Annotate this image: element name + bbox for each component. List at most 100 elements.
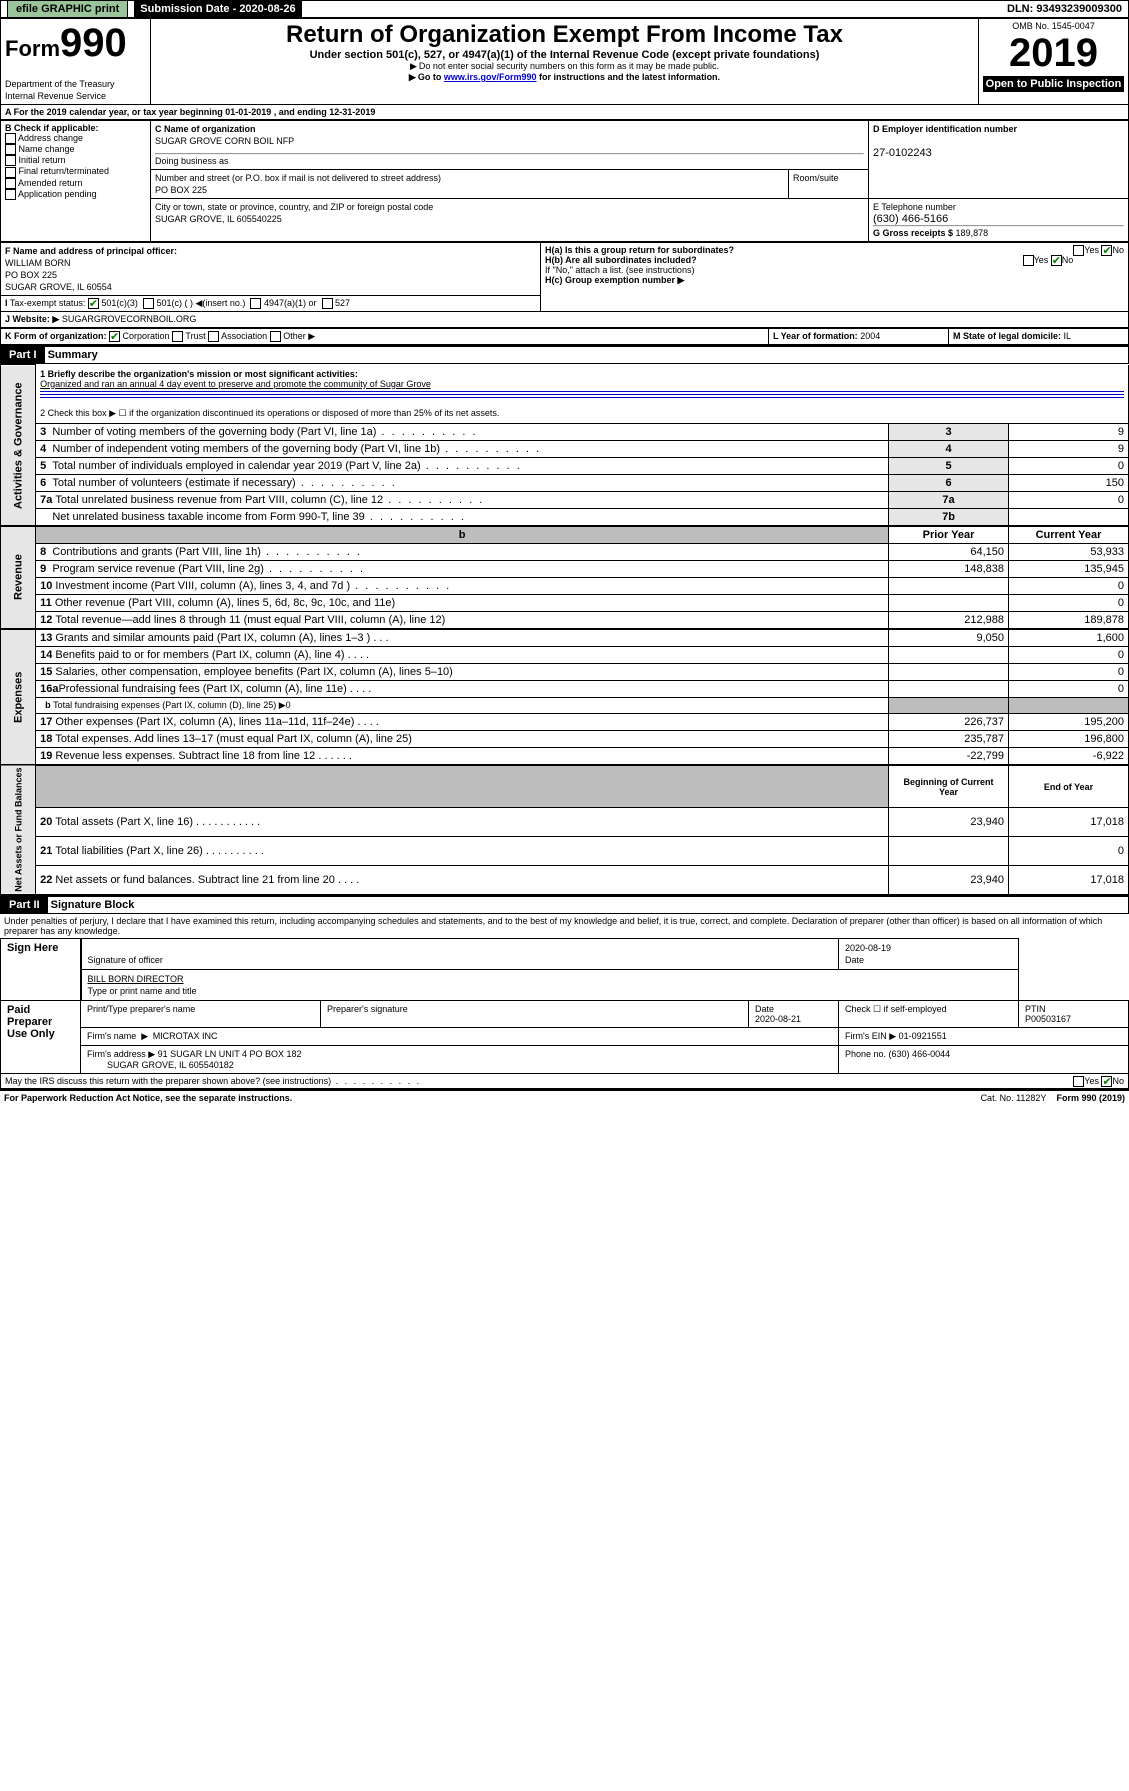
j-label: Website: ▶ bbox=[13, 314, 60, 324]
note-ssn: Do not enter social security numbers on … bbox=[419, 61, 719, 71]
cb-assoc[interactable] bbox=[208, 331, 219, 342]
discuss-yes[interactable] bbox=[1073, 1076, 1084, 1087]
cb-other[interactable] bbox=[270, 331, 281, 342]
hb-yes[interactable] bbox=[1023, 255, 1034, 266]
row3-val: 9 bbox=[1009, 423, 1129, 440]
cb-501c3[interactable] bbox=[88, 298, 99, 309]
row6-text: Total number of volunteers (estimate if … bbox=[52, 477, 396, 489]
typed-name: BILL BORN DIRECTOR bbox=[88, 974, 184, 984]
m-label: M State of legal domicile: bbox=[953, 331, 1064, 341]
cb-application-pending[interactable] bbox=[5, 189, 16, 200]
omb-number: OMB No. 1545-0047 bbox=[983, 21, 1124, 31]
efile-button[interactable]: efile GRAPHIC print bbox=[7, 0, 128, 18]
note-goto-pre: Go to bbox=[418, 72, 444, 82]
note-goto-post: for instructions and the latest informat… bbox=[537, 72, 721, 82]
hb-no[interactable] bbox=[1051, 255, 1062, 266]
typed-label: Type or print name and title bbox=[88, 986, 197, 996]
tax-year-line: A For the 2019 calendar year, or tax yea… bbox=[0, 105, 1129, 120]
b-label: B Check if applicable: bbox=[5, 123, 99, 133]
cb-name-change[interactable] bbox=[5, 144, 16, 155]
hdr-eoy: End of Year bbox=[1009, 765, 1129, 808]
cb-corp[interactable] bbox=[109, 331, 120, 342]
officer-addr1: PO BOX 225 bbox=[5, 270, 57, 280]
cb-amended[interactable] bbox=[5, 178, 16, 189]
m-value: IL bbox=[1064, 331, 1072, 341]
discuss-text: May the IRS discuss this return with the… bbox=[5, 1076, 421, 1086]
ptin-value: P00503167 bbox=[1025, 1014, 1071, 1024]
l-label: L Year of formation: bbox=[773, 331, 860, 341]
officer-name: WILLIAM BORN bbox=[5, 258, 71, 268]
form-footer: Form 990 (2019) bbox=[1056, 1093, 1125, 1103]
hc-label: H(c) Group exemption number ▶ bbox=[545, 275, 1124, 286]
sig-date-label: Date bbox=[845, 955, 864, 965]
city-value: SUGAR GROVE, IL 605540225 bbox=[155, 214, 282, 224]
c-name-label: C Name of organization bbox=[155, 124, 256, 134]
form-header: Form990 Department of the Treasury Inter… bbox=[0, 18, 1129, 105]
f-label: F Name and address of principal officer: bbox=[5, 246, 177, 256]
col-preparer-name: Print/Type preparer's name bbox=[81, 1000, 321, 1027]
room-label: Room/suite bbox=[793, 173, 839, 183]
paperwork-notice: For Paperwork Reduction Act Notice, see … bbox=[4, 1093, 292, 1103]
cb-4947[interactable] bbox=[250, 298, 261, 309]
cb-final-return[interactable] bbox=[5, 167, 16, 178]
officer-block: F Name and address of principal officer:… bbox=[0, 242, 1129, 328]
i-label: Tax-exempt status: bbox=[10, 298, 86, 308]
ein-value: 27-0102243 bbox=[873, 147, 932, 159]
q2-text: 2 Check this box ▶ ☐ if the organization… bbox=[36, 404, 1129, 424]
paid-preparer-label: Paid Preparer Use Only bbox=[1, 1000, 81, 1073]
vlabel-expenses: Expenses bbox=[1, 629, 36, 765]
e-phone-label: E Telephone number bbox=[873, 202, 956, 212]
hdr-bcy: Beginning of Current Year bbox=[889, 765, 1009, 808]
addr-value: PO BOX 225 bbox=[155, 185, 207, 195]
form-title: Return of Organization Exempt From Incom… bbox=[155, 21, 974, 49]
g-gross-label: G Gross receipts $ bbox=[873, 228, 956, 238]
dept-treasury: Department of the Treasury bbox=[5, 79, 115, 89]
firm-ein: 01-0921551 bbox=[899, 1031, 947, 1041]
q1-text: Organized and ran an annual 4 day event … bbox=[40, 379, 1124, 389]
vlabel-revenue: Revenue bbox=[1, 526, 36, 629]
dba-label: Doing business as bbox=[155, 156, 229, 166]
discuss-no[interactable] bbox=[1101, 1076, 1112, 1087]
col-self-employed: Check ☐ if self-employed bbox=[839, 1000, 1019, 1027]
tax-year: 2019 bbox=[983, 31, 1124, 76]
gross-receipts: 189,878 bbox=[956, 228, 989, 238]
row3-text: Number of voting members of the governin… bbox=[52, 426, 477, 438]
form-label: Form990 bbox=[5, 36, 127, 61]
sig-officer-label: Signature of officer bbox=[88, 955, 163, 965]
row7a-text: Total unrelated business revenue from Pa… bbox=[55, 494, 484, 506]
signature-table: Sign Here Signature of officer 2020-08-1… bbox=[0, 938, 1129, 1074]
identity-block: B Check if applicable: Address change Na… bbox=[0, 120, 1129, 242]
cb-501c[interactable] bbox=[143, 298, 154, 309]
cb-527[interactable] bbox=[322, 298, 333, 309]
cb-initial-return[interactable] bbox=[5, 155, 16, 166]
irs-label: Internal Revenue Service bbox=[5, 91, 106, 101]
hdr-blank: b bbox=[36, 526, 889, 544]
cat-no: Cat. No. 11282Y bbox=[981, 1093, 1047, 1103]
hdr-current: Current Year bbox=[1009, 526, 1129, 544]
summary-table: Activities & Governance 1 Briefly descri… bbox=[0, 364, 1129, 895]
phone-value: (630) 466-5166 bbox=[873, 213, 948, 225]
part1-label: Part I bbox=[1, 347, 45, 363]
cb-address-change[interactable] bbox=[5, 133, 16, 144]
ha-no[interactable] bbox=[1101, 245, 1112, 256]
ha-label: H(a) Is this a group return for subordin… bbox=[545, 245, 734, 255]
cb-trust[interactable] bbox=[172, 331, 183, 342]
sig-date-val: 2020-08-19 bbox=[845, 943, 891, 953]
open-public-badge: Open to Public Inspection bbox=[983, 76, 1124, 92]
col-preparer-sig: Preparer's signature bbox=[321, 1000, 749, 1027]
l-value: 2004 bbox=[860, 331, 880, 341]
irs-link[interactable]: www.irs.gov/Form990 bbox=[444, 72, 537, 82]
ha-yes[interactable] bbox=[1073, 245, 1084, 256]
firm-phone: (630) 466-0044 bbox=[889, 1049, 951, 1059]
row3-num: 3 bbox=[889, 423, 1009, 440]
firm-addr: 91 SUGAR LN UNIT 4 PO BOX 182 bbox=[158, 1049, 302, 1059]
firm-name: MICROTAX INC bbox=[153, 1031, 218, 1041]
submission-date: Submission Date - 2020-08-26 bbox=[134, 1, 301, 17]
row5-text: Total number of individuals employed in … bbox=[52, 460, 521, 472]
hb-label: H(b) Are all subordinates included? bbox=[545, 255, 697, 265]
firm-city: SUGAR GROVE, IL 605540182 bbox=[107, 1060, 234, 1070]
topbar: efile GRAPHIC print Submission Date - 20… bbox=[0, 0, 1129, 18]
city-label: City or town, state or province, country… bbox=[155, 202, 433, 212]
row4-text: Number of independent voting members of … bbox=[52, 443, 541, 455]
vlabel-activities: Activities & Governance bbox=[1, 365, 36, 526]
